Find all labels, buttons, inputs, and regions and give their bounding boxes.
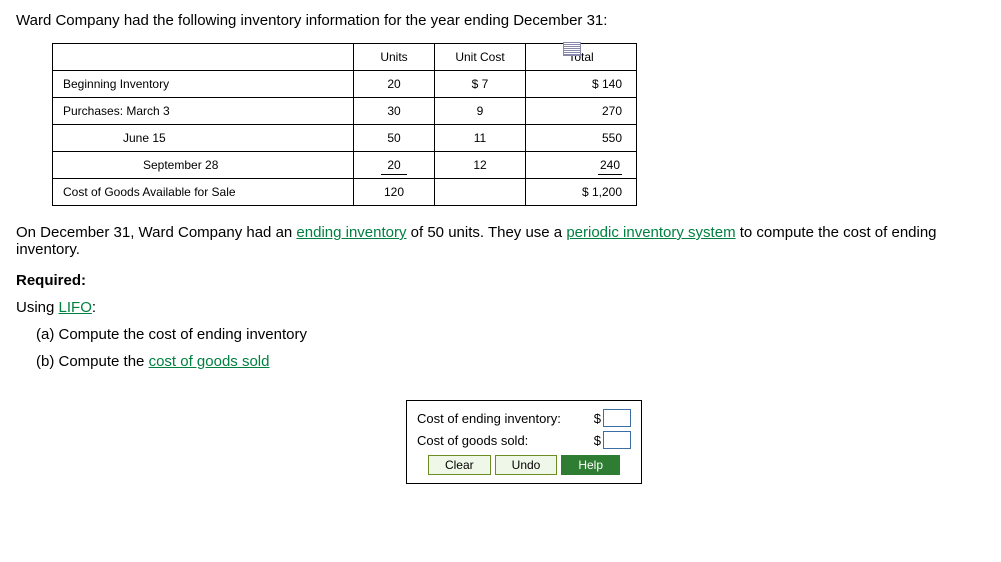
para-pre: On December 31, Ward Company had an (16, 224, 296, 241)
using-post: : (92, 299, 96, 316)
header-total: Total (526, 44, 637, 71)
question-b: (b) Compute the cost of goods sold (36, 353, 985, 370)
row-label: September 28 (53, 152, 354, 179)
inventory-table: Units Unit Cost Total Beginning Inventor… (52, 43, 637, 206)
qa-prefix: (a) (36, 326, 59, 343)
row-label: Cost of Goods Available for Sale (53, 179, 354, 206)
using-pre: Using (16, 299, 59, 316)
dollar-sign: $ (587, 433, 601, 448)
table-row: Purchases: March 3 30 9 270 (53, 98, 637, 125)
header-units: Units (354, 44, 435, 71)
table-row: Beginning Inventory 20 $ 7 $ 140 (53, 71, 637, 98)
help-button[interactable]: Help (561, 455, 620, 475)
row-units: 50 (354, 125, 435, 152)
intro-text: Ward Company had the following inventory… (16, 12, 985, 29)
answer-label: Cost of goods sold: (417, 433, 587, 448)
table-row: June 15 50 11 550 (53, 125, 637, 152)
row-unit-cost (435, 179, 526, 206)
using-line: Using LIFO: (16, 299, 985, 316)
table-row: Cost of Goods Available for Sale 120 $ 1… (53, 179, 637, 206)
row-unit-cost: 12 (435, 152, 526, 179)
row-total: $ 1,200 (526, 179, 637, 206)
row-total: 270 (526, 98, 637, 125)
row-units: 120 (354, 179, 435, 206)
row-unit-cost: $ 7 (435, 71, 526, 98)
row-units: 20 (354, 71, 435, 98)
row-units: 30 (354, 98, 435, 125)
drag-handle-icon[interactable] (563, 42, 581, 56)
table-header-row: Units Unit Cost Total (53, 44, 637, 71)
row-units: 20 (354, 152, 435, 179)
undo-button[interactable]: Undo (495, 455, 558, 475)
link-lifo[interactable]: LIFO (59, 299, 92, 316)
header-empty (53, 44, 354, 71)
table-row: September 28 20 12 240 (53, 152, 637, 179)
input-ending-inventory[interactable] (603, 409, 631, 427)
qb-prefix: (b) (36, 353, 59, 370)
answer-label: Cost of ending inventory: (417, 411, 587, 426)
row-total: $ 140 (526, 71, 637, 98)
row-label: Purchases: March 3 (53, 98, 354, 125)
row-unit-cost: 11 (435, 125, 526, 152)
input-cogs[interactable] (603, 431, 631, 449)
answer-row-ending-inventory: Cost of ending inventory: $ (417, 409, 631, 427)
qb-pre: Compute the (59, 353, 149, 370)
answer-box: Cost of ending inventory: $ Cost of good… (406, 400, 642, 484)
question-a: (a) Compute the cost of ending inventory (36, 326, 985, 343)
qa-text: Compute the cost of ending inventory (59, 326, 307, 343)
link-ending-inventory[interactable]: ending inventory (296, 224, 406, 241)
answer-row-cogs: Cost of goods sold: $ (417, 431, 631, 449)
row-label: June 15 (53, 125, 354, 152)
row-label: Beginning Inventory (53, 71, 354, 98)
header-unit-cost: Unit Cost (435, 44, 526, 71)
row-total: 550 (526, 125, 637, 152)
dollar-sign: $ (587, 411, 601, 426)
row-unit-cost: 9 (435, 98, 526, 125)
paragraph-ending-inventory: On December 31, Ward Company had an endi… (16, 224, 985, 258)
para-mid: of 50 units. They use a (407, 224, 567, 241)
required-label: Required: (16, 272, 985, 289)
link-periodic-inventory-system[interactable]: periodic inventory system (566, 224, 735, 241)
row-total: 240 (526, 152, 637, 179)
clear-button[interactable]: Clear (428, 455, 491, 475)
link-cost-of-goods-sold[interactable]: cost of goods sold (149, 353, 270, 370)
button-row: Clear Undo Help (417, 455, 631, 475)
